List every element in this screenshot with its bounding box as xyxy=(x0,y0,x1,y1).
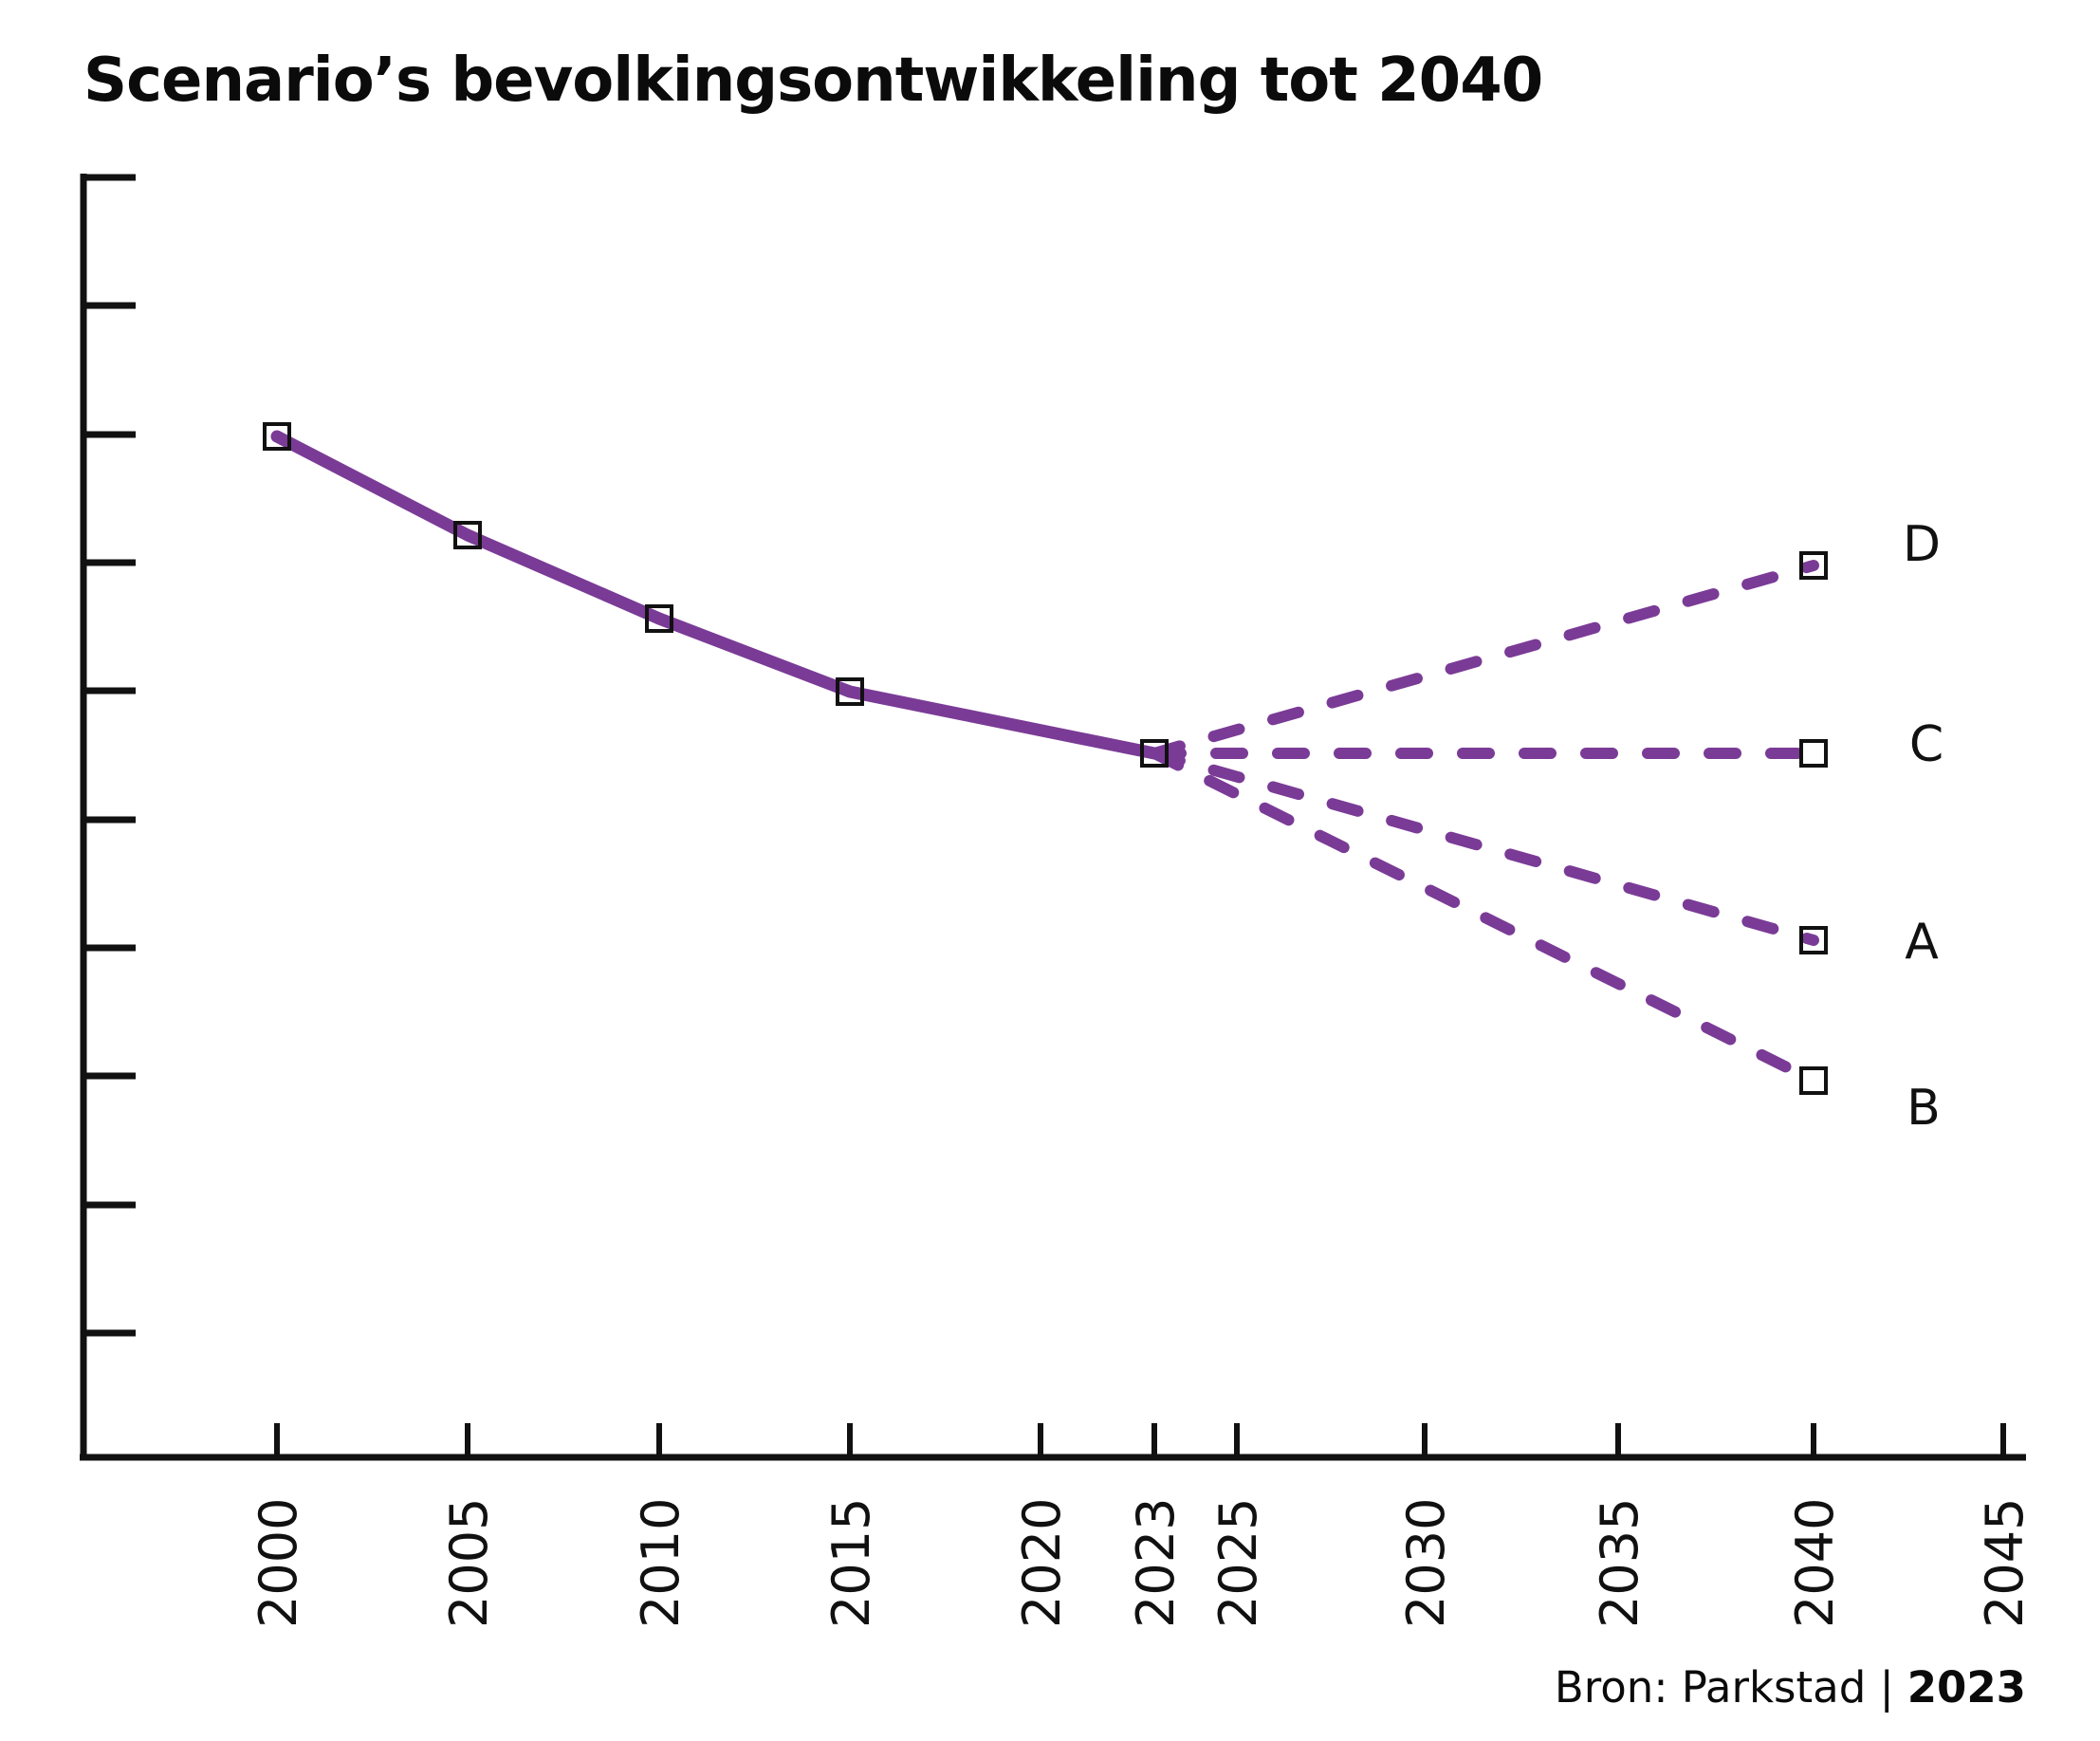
x-tick-label: 2040 xyxy=(1785,1498,1845,1628)
scenario-endpoint-A xyxy=(1799,926,1828,954)
data-point-2023 xyxy=(1140,739,1169,768)
scenario-line-B xyxy=(1149,748,1819,1086)
x-tick-label: 2010 xyxy=(631,1498,691,1628)
scenario-label-A: A xyxy=(1905,914,1939,971)
x-tick-label: 2035 xyxy=(1590,1498,1649,1628)
scenario-label-B: B xyxy=(1907,1080,1941,1137)
data-point-2010 xyxy=(645,604,673,633)
data-point-2015 xyxy=(836,677,864,706)
scenario-endpoint-B xyxy=(1799,1066,1828,1095)
x-tick-label: 2045 xyxy=(1975,1498,2035,1628)
scenario-endpoint-C xyxy=(1799,739,1828,768)
history-line xyxy=(270,430,1161,760)
scenario-label-D: D xyxy=(1903,516,1941,573)
x-tick-label: 2020 xyxy=(1012,1498,1072,1628)
x-tick-label: 2015 xyxy=(821,1498,881,1628)
scenario-line-D xyxy=(1149,560,1819,759)
x-tick-label: 2005 xyxy=(439,1498,499,1628)
source-label: Bron: Parkstad | xyxy=(1554,1662,1894,1713)
x-tick-label: 2025 xyxy=(1208,1498,1268,1628)
scenario-label-C: C xyxy=(1909,716,1943,773)
data-point-2005 xyxy=(453,521,482,549)
x-tick-label: 2030 xyxy=(1396,1498,1456,1628)
x-tick-label: 2023 xyxy=(1126,1498,1186,1628)
scenario-line-A xyxy=(1149,748,1819,946)
data-point-2000 xyxy=(263,422,291,451)
source-year: 2023 xyxy=(1907,1662,2026,1713)
source-note: Bron: Parkstad | 2023 xyxy=(1555,1662,2026,1713)
scenario-endpoint-D xyxy=(1799,551,1828,580)
chart-title: Scenario’s bevolkingsontwikkeling tot 20… xyxy=(83,46,1543,116)
x-tick-label: 2000 xyxy=(249,1498,308,1628)
